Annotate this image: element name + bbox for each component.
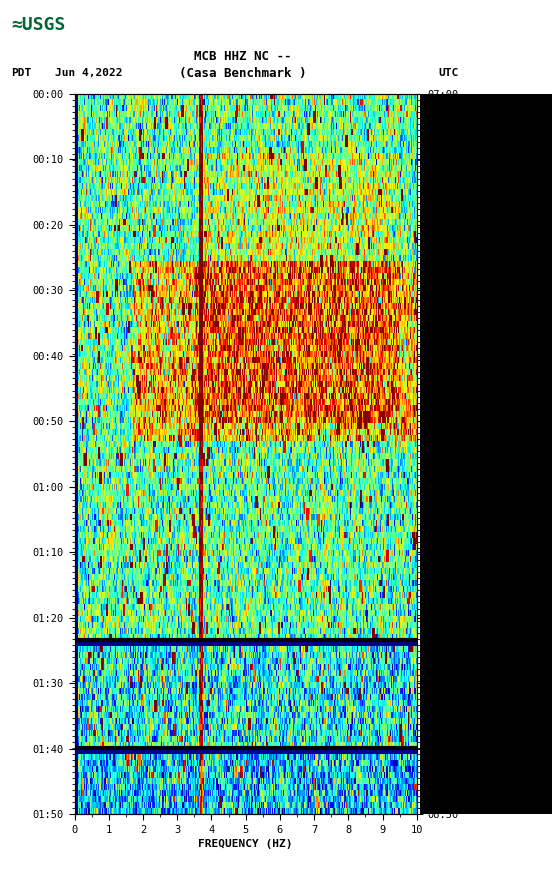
Text: PDT: PDT [11, 68, 31, 79]
Text: ≈USGS: ≈USGS [11, 16, 66, 34]
Text: MCB HHZ NC --: MCB HHZ NC -- [194, 50, 291, 63]
X-axis label: FREQUENCY (HZ): FREQUENCY (HZ) [198, 839, 293, 849]
Text: Jun 4,2022: Jun 4,2022 [55, 68, 123, 79]
Text: UTC: UTC [439, 68, 459, 79]
Text: (Casa Benchmark ): (Casa Benchmark ) [179, 67, 306, 79]
